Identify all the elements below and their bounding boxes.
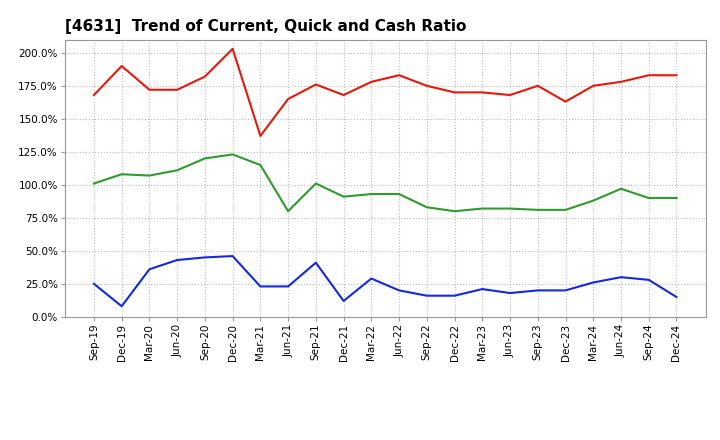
Quick Ratio: [450, 209, 459, 214]
Quick Ratio: [201, 156, 210, 161]
Cash Ratio: [450, 293, 459, 298]
Current Ratio: [561, 99, 570, 104]
Quick Ratio: [616, 186, 625, 191]
Cash Ratio: [616, 275, 625, 280]
Cash Ratio: [339, 298, 348, 304]
Cash Ratio: [589, 280, 598, 285]
Quick Ratio: [644, 195, 653, 201]
Current Ratio: [534, 83, 542, 88]
Cash Ratio: [145, 267, 154, 272]
Quick Ratio: [534, 207, 542, 213]
Cash Ratio: [423, 293, 431, 298]
Current Ratio: [616, 79, 625, 84]
Current Ratio: [505, 92, 514, 98]
Cash Ratio: [672, 294, 681, 300]
Quick Ratio: [284, 209, 292, 214]
Current Ratio: [228, 46, 237, 51]
Quick Ratio: [423, 205, 431, 210]
Current Ratio: [450, 90, 459, 95]
Current Ratio: [395, 73, 403, 78]
Current Ratio: [478, 90, 487, 95]
Current Ratio: [284, 96, 292, 102]
Cash Ratio: [228, 253, 237, 259]
Cash Ratio: [256, 284, 265, 289]
Quick Ratio: [117, 172, 126, 177]
Cash Ratio: [395, 288, 403, 293]
Quick Ratio: [367, 191, 376, 197]
Current Ratio: [367, 79, 376, 84]
Current Ratio: [589, 83, 598, 88]
Line: Current Ratio: Current Ratio: [94, 49, 677, 136]
Cash Ratio: [201, 255, 210, 260]
Quick Ratio: [256, 162, 265, 168]
Cash Ratio: [505, 290, 514, 296]
Cash Ratio: [173, 257, 181, 263]
Cash Ratio: [312, 260, 320, 265]
Quick Ratio: [339, 194, 348, 199]
Line: Quick Ratio: Quick Ratio: [94, 154, 677, 211]
Current Ratio: [339, 92, 348, 98]
Current Ratio: [423, 83, 431, 88]
Current Ratio: [117, 63, 126, 69]
Cash Ratio: [284, 284, 292, 289]
Cash Ratio: [644, 277, 653, 282]
Current Ratio: [672, 73, 681, 78]
Cash Ratio: [367, 276, 376, 281]
Quick Ratio: [89, 181, 98, 186]
Line: Cash Ratio: Cash Ratio: [94, 256, 677, 306]
Quick Ratio: [395, 191, 403, 197]
Cash Ratio: [561, 288, 570, 293]
Current Ratio: [173, 87, 181, 92]
Cash Ratio: [117, 304, 126, 309]
Current Ratio: [256, 133, 265, 139]
Quick Ratio: [173, 168, 181, 173]
Current Ratio: [201, 74, 210, 79]
Quick Ratio: [145, 173, 154, 178]
Quick Ratio: [228, 152, 237, 157]
Current Ratio: [644, 73, 653, 78]
Cash Ratio: [478, 286, 487, 292]
Quick Ratio: [561, 207, 570, 213]
Current Ratio: [89, 92, 98, 98]
Quick Ratio: [478, 206, 487, 211]
Cash Ratio: [89, 281, 98, 286]
Cash Ratio: [534, 288, 542, 293]
Quick Ratio: [505, 206, 514, 211]
Current Ratio: [145, 87, 154, 92]
Quick Ratio: [672, 195, 681, 201]
Quick Ratio: [312, 181, 320, 186]
Quick Ratio: [589, 198, 598, 203]
Current Ratio: [312, 82, 320, 87]
Text: [4631]  Trend of Current, Quick and Cash Ratio: [4631] Trend of Current, Quick and Cash …: [65, 19, 466, 34]
